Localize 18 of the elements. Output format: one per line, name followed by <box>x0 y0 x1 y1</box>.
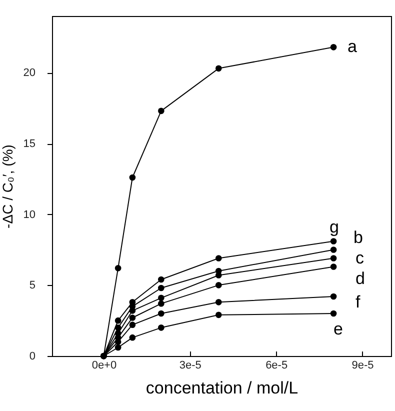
y-axis-title: -ΔC / C₀′, (%) <box>0 144 16 228</box>
x-tick-label: 0e+0 <box>92 360 117 372</box>
y-tick-label: 0 <box>29 350 36 362</box>
y-tick-label: 10 <box>23 208 36 221</box>
x-tick-label: 6e-5 <box>266 360 288 372</box>
series-label: d <box>356 268 366 288</box>
y-tick-label: 20 <box>23 67 36 80</box>
series-label: b <box>354 228 364 247</box>
series-label: f <box>356 292 361 312</box>
x-tick-label: 9e-5 <box>352 360 374 372</box>
y-tick-label: 5 <box>29 280 36 292</box>
series-label: e <box>334 320 344 338</box>
y-tick-label: 15 <box>23 138 36 150</box>
series-label: a <box>348 37 358 56</box>
x-axis-title: concentation / mol/L <box>146 378 298 398</box>
x-tick-label: 3e-5 <box>179 360 202 372</box>
series-label: g <box>330 217 340 236</box>
series-label: c <box>356 248 365 268</box>
